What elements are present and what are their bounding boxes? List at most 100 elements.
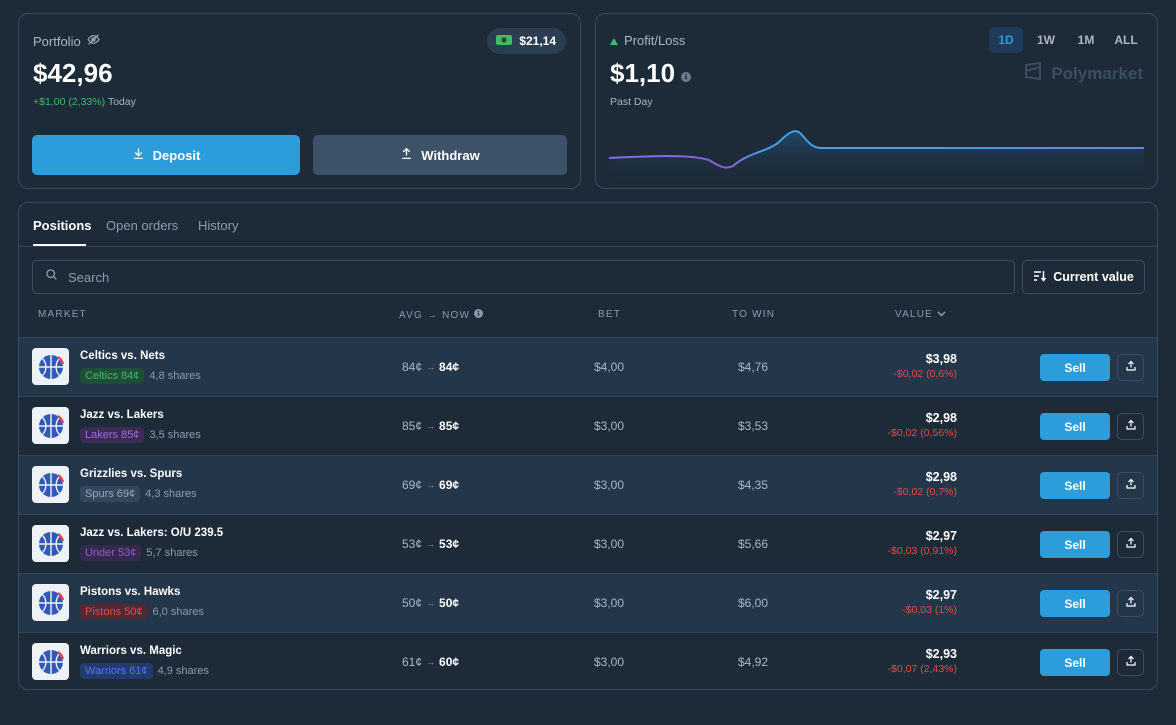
bet-amount: $3,00 <box>594 537 625 551</box>
withdraw-button[interactable]: Withdraw <box>313 135 567 175</box>
share-count: 6,0 shares <box>152 606 204 618</box>
market-title[interactable]: Pistons vs. Hawks <box>80 586 181 598</box>
sort-button[interactable]: Current value <box>1022 260 1145 294</box>
position-meta: Lakers 85¢ 3,5 shares <box>80 427 201 443</box>
arrow-right-icon: → <box>426 421 436 431</box>
tab-positions[interactable]: Positions <box>33 218 92 233</box>
to-win-amount: $4,35 <box>738 478 769 492</box>
avg-price: 84¢ <box>402 360 423 374</box>
portfolio-value: $42,96 <box>33 58 113 88</box>
share-button[interactable] <box>1117 531 1144 558</box>
bet-amount: $3,00 <box>594 478 625 492</box>
avg-now-price: 69¢ → 69¢ <box>402 478 459 492</box>
share-button[interactable] <box>1117 590 1144 617</box>
value-change: -$0,03 (0,91%) <box>887 545 957 557</box>
info-icon[interactable] <box>681 58 692 89</box>
outcome-badge: Spurs 69¢ <box>80 486 141 502</box>
sell-button[interactable]: Sell <box>1040 354 1110 381</box>
bet-amount: $4,00 <box>594 360 625 374</box>
range-tab-1w[interactable]: 1W <box>1037 33 1055 47</box>
column-value[interactable]: VALUE <box>895 309 946 320</box>
avg-price: 61¢ <box>402 655 423 669</box>
tab-open-orders[interactable]: Open orders <box>106 218 179 233</box>
sell-button[interactable]: Sell <box>1040 413 1110 440</box>
pnl-area <box>609 131 1144 182</box>
range-tab-all[interactable]: ALL <box>1114 33 1138 47</box>
table-row[interactable]: Pistons vs. Hawks Pistons 50¢ 6,0 shares… <box>19 574 1157 633</box>
sell-button[interactable]: Sell <box>1040 649 1110 676</box>
position-value: $2,98 -$0,02 (0,7%) <box>893 470 957 498</box>
current-price: 53¢ <box>439 537 460 551</box>
table-row[interactable]: Jazz vs. Lakers Lakers 85¢ 3,5 shares 85… <box>19 397 1157 456</box>
avg-now-price: 85¢ → 85¢ <box>402 419 459 433</box>
info-icon[interactable] <box>474 309 484 321</box>
avg-now-price: 61¢ → 60¢ <box>402 655 459 669</box>
share-button[interactable] <box>1117 413 1144 440</box>
value-change: -$0,03 (1%) <box>902 604 957 616</box>
outcome-badge: Under 53¢ <box>80 545 142 561</box>
position-value: $3,98 -$0,02 (0,6%) <box>893 352 957 380</box>
avg-now-price: 50¢ → 50¢ <box>402 596 459 610</box>
cash-balance[interactable]: $21,14 <box>487 28 566 54</box>
to-win-amount: $4,76 <box>738 360 769 374</box>
share-icon <box>1125 654 1137 672</box>
column-to-win: TO WIN <box>732 309 776 320</box>
outcome-badge: Celtics 84¢ <box>80 368 145 384</box>
column-market: MARKET <box>38 309 87 320</box>
value-amount: $2,97 <box>925 529 957 543</box>
sell-button[interactable]: Sell <box>1040 590 1110 617</box>
market-title[interactable]: Grizzlies vs. Spurs <box>80 468 183 480</box>
basketball-icon <box>32 584 69 621</box>
basketball-icon <box>32 466 69 503</box>
share-icon <box>1125 418 1137 436</box>
market-title[interactable]: Jazz vs. Lakers: O/U 239.5 <box>80 527 224 539</box>
share-count: 5,7 shares <box>146 547 198 559</box>
position-value: $2,93 -$0,07 (2,43%) <box>888 647 957 675</box>
share-icon <box>1125 477 1137 495</box>
value-amount: $2,97 <box>925 588 957 602</box>
share-button[interactable] <box>1117 472 1144 499</box>
positions-list: Celtics vs. Nets Celtics 84¢ 4,8 shares … <box>19 337 1157 689</box>
search-box[interactable] <box>32 260 1015 294</box>
current-price: 85¢ <box>439 419 460 433</box>
basketball-icon <box>32 643 69 680</box>
share-icon <box>1125 536 1137 554</box>
table-row[interactable]: Celtics vs. Nets Celtics 84¢ 4,8 shares … <box>19 338 1157 397</box>
share-count: 3,5 shares <box>149 429 201 441</box>
table-row[interactable]: Grizzlies vs. Spurs Spurs 69¢ 4,3 shares… <box>19 456 1157 515</box>
table-row[interactable]: Jazz vs. Lakers: O/U 239.5 Under 53¢ 5,7… <box>19 515 1157 574</box>
cash-icon <box>495 34 513 49</box>
basketball-icon <box>32 525 69 562</box>
avg-now-price: 53¢ → 53¢ <box>402 537 459 551</box>
column-avg-now[interactable]: AVG → NOW <box>399 309 484 321</box>
range-tab-1m[interactable]: 1M <box>1077 33 1095 47</box>
sell-button[interactable]: Sell <box>1040 472 1110 499</box>
table-row[interactable]: Warriors vs. Magic Warriors 61¢ 4,9 shar… <box>19 633 1157 689</box>
range-tab-1d[interactable]: 1D <box>989 27 1023 53</box>
share-button[interactable] <box>1117 354 1144 381</box>
eye-off-icon[interactable] <box>87 33 100 49</box>
sell-button[interactable]: Sell <box>1040 531 1110 558</box>
market-title[interactable]: Jazz vs. Lakers <box>80 409 164 421</box>
tab-history[interactable]: History <box>198 218 239 233</box>
value-change: -$0,02 (0,7%) <box>893 486 957 498</box>
share-icon <box>1125 359 1137 377</box>
position-value: $2,97 -$0,03 (0,91%) <box>888 529 957 557</box>
share-count: 4,3 shares <box>145 488 197 500</box>
search-input[interactable] <box>68 269 968 285</box>
market-title[interactable]: Warriors vs. Magic <box>80 645 182 657</box>
active-tab-indicator <box>33 244 86 246</box>
arrow-right-icon: → <box>426 480 436 490</box>
deposit-button[interactable]: Deposit <box>32 135 300 175</box>
value-amount: $2,93 <box>925 647 957 661</box>
share-count: 4,9 shares <box>157 665 209 677</box>
market-title[interactable]: Celtics vs. Nets <box>80 350 166 362</box>
value-change: -$0,02 (0,6%) <box>893 368 957 380</box>
position-meta: Under 53¢ 5,7 shares <box>80 545 198 561</box>
profit-loss-card: Profit/Loss $1,10 Past Day 1D 1W 1M ALL … <box>595 13 1158 189</box>
position-value: $2,98 -$0,02 (0,56%) <box>888 411 957 439</box>
share-button[interactable] <box>1117 649 1144 676</box>
column-bet: BET <box>598 309 622 320</box>
portfolio-change: +$1,00 (2,33%) Today <box>33 96 136 108</box>
value-amount: $2,98 <box>925 411 957 425</box>
